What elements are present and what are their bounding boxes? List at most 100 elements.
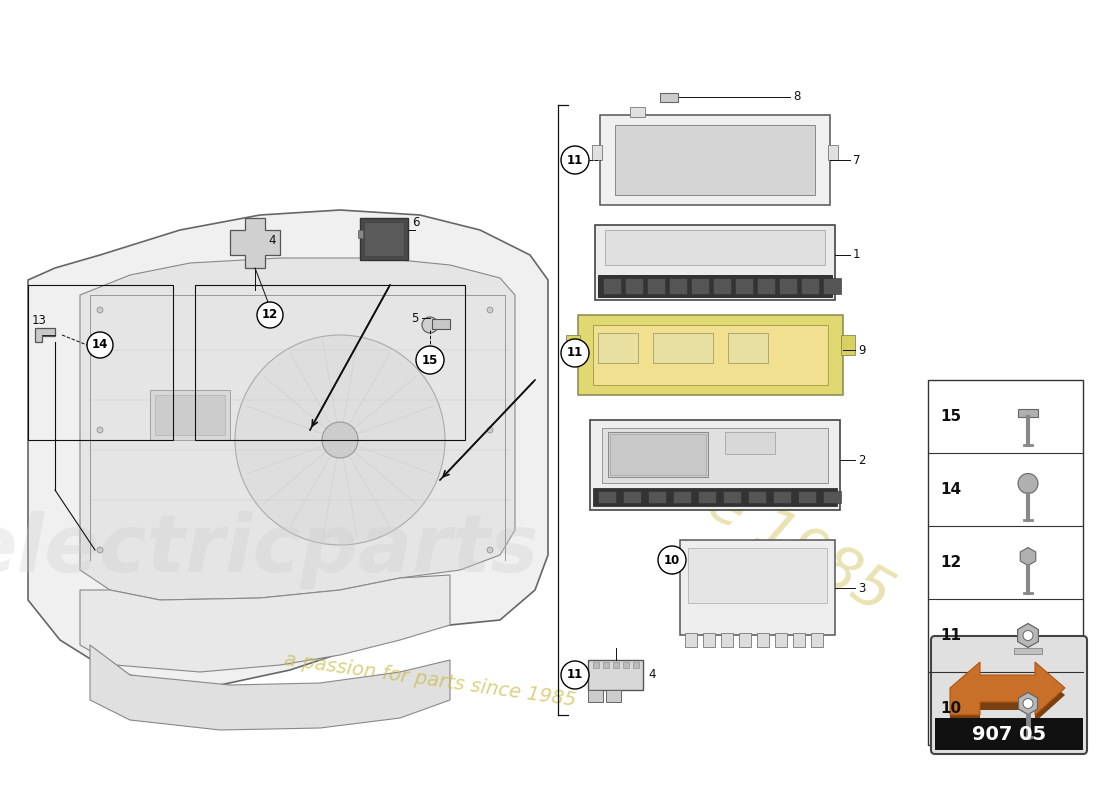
Bar xyxy=(735,278,754,294)
Text: 12: 12 xyxy=(940,555,961,570)
Polygon shape xyxy=(950,662,1065,715)
Bar xyxy=(748,491,766,503)
Text: 3: 3 xyxy=(858,582,866,594)
Text: 11: 11 xyxy=(566,154,583,166)
Bar xyxy=(842,335,855,355)
Circle shape xyxy=(658,546,686,574)
Polygon shape xyxy=(90,645,450,730)
Text: 14: 14 xyxy=(940,482,961,497)
Bar xyxy=(603,278,622,294)
Bar xyxy=(713,278,732,294)
Circle shape xyxy=(487,427,493,433)
Text: 5: 5 xyxy=(410,311,418,325)
Bar xyxy=(150,390,230,440)
Bar xyxy=(757,633,769,647)
Bar xyxy=(935,718,1084,750)
Bar xyxy=(364,222,404,256)
Bar xyxy=(432,319,450,329)
Circle shape xyxy=(1023,630,1033,641)
Circle shape xyxy=(1023,698,1033,709)
Circle shape xyxy=(87,332,113,358)
Bar xyxy=(566,335,580,355)
Circle shape xyxy=(97,547,103,553)
Text: 11: 11 xyxy=(566,669,583,682)
Bar xyxy=(811,633,823,647)
Bar xyxy=(725,432,775,454)
Text: 2: 2 xyxy=(858,454,866,466)
Text: 10: 10 xyxy=(940,701,961,716)
Text: 907 05: 907 05 xyxy=(972,725,1046,743)
Bar xyxy=(776,633,786,647)
Bar xyxy=(673,491,691,503)
Circle shape xyxy=(257,302,283,328)
Text: 11: 11 xyxy=(940,628,961,643)
Circle shape xyxy=(422,317,438,333)
Text: 4: 4 xyxy=(268,234,275,246)
Text: 6: 6 xyxy=(412,217,419,230)
Bar xyxy=(625,278,644,294)
Text: 13: 13 xyxy=(32,314,47,326)
Bar xyxy=(360,218,408,260)
Bar xyxy=(630,107,645,117)
Bar xyxy=(613,662,619,668)
Bar xyxy=(928,380,1084,745)
Polygon shape xyxy=(1020,547,1036,566)
Circle shape xyxy=(561,661,588,689)
Text: 7: 7 xyxy=(852,154,860,166)
Bar xyxy=(603,662,609,668)
Bar xyxy=(358,230,363,238)
Bar xyxy=(669,278,688,294)
Bar xyxy=(1014,647,1042,654)
Bar xyxy=(608,432,708,477)
Bar xyxy=(773,491,791,503)
Bar xyxy=(588,690,603,702)
Bar xyxy=(598,275,832,297)
Bar xyxy=(592,145,602,160)
Bar xyxy=(598,491,616,503)
Bar xyxy=(590,420,840,510)
Bar xyxy=(578,315,843,395)
Bar xyxy=(828,145,838,160)
Circle shape xyxy=(487,307,493,313)
Bar xyxy=(823,491,842,503)
Circle shape xyxy=(561,339,588,367)
Circle shape xyxy=(1018,474,1038,494)
Bar xyxy=(623,662,629,668)
Circle shape xyxy=(416,346,444,374)
Bar xyxy=(698,491,716,503)
Bar xyxy=(653,333,713,363)
Bar xyxy=(648,491,666,503)
Bar xyxy=(606,690,621,702)
Bar xyxy=(195,285,465,440)
FancyBboxPatch shape xyxy=(931,636,1087,754)
Bar xyxy=(823,278,842,294)
Polygon shape xyxy=(950,670,1065,722)
Polygon shape xyxy=(80,575,450,672)
Circle shape xyxy=(235,335,446,545)
Circle shape xyxy=(97,307,103,313)
Text: 9: 9 xyxy=(858,343,866,357)
Bar xyxy=(593,662,600,668)
Text: 11: 11 xyxy=(566,346,583,359)
Circle shape xyxy=(487,547,493,553)
Bar xyxy=(720,633,733,647)
Text: since 1985: since 1985 xyxy=(597,416,902,624)
Bar xyxy=(1018,409,1038,417)
Bar xyxy=(647,278,666,294)
Text: 15: 15 xyxy=(940,409,961,424)
Bar xyxy=(703,633,715,647)
Bar xyxy=(691,278,710,294)
Text: a passion for parts since 1985: a passion for parts since 1985 xyxy=(283,650,578,710)
Bar xyxy=(593,325,828,385)
Text: 8: 8 xyxy=(793,90,801,103)
Text: 14: 14 xyxy=(91,338,108,351)
Bar xyxy=(600,115,830,205)
Text: 12: 12 xyxy=(262,309,278,322)
Bar xyxy=(728,333,768,363)
Bar xyxy=(660,93,678,102)
Polygon shape xyxy=(1019,693,1037,714)
Bar xyxy=(685,633,697,647)
Bar xyxy=(595,225,835,300)
Bar xyxy=(598,333,638,363)
Bar xyxy=(798,491,816,503)
